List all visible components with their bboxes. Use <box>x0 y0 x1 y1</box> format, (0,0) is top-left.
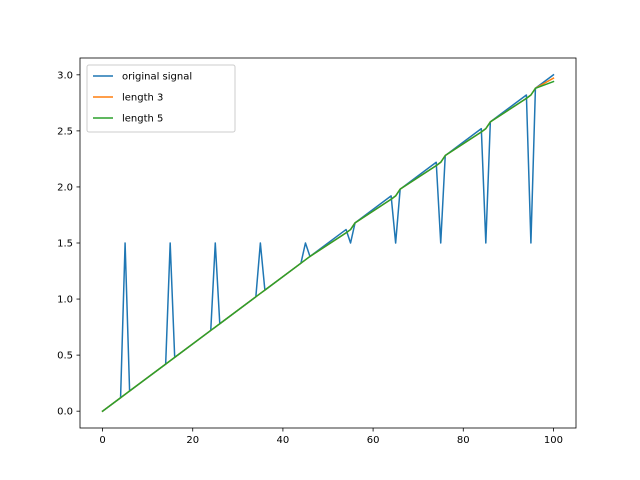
x-axis: 0 20 40 60 80 100 <box>99 428 563 446</box>
legend: original signal length 3 length 5 <box>86 64 236 133</box>
y-tick-label: 0.5 <box>57 351 73 362</box>
legend-label-1: length 3 <box>122 93 163 104</box>
legend-label-2: length 5 <box>122 114 163 125</box>
y-tick-label: 0.0 <box>57 407 73 418</box>
legend-frame <box>86 64 236 133</box>
series-line-0 <box>101 73 555 413</box>
x-tick-label: 40 <box>277 435 290 446</box>
y-tick-label: 2.0 <box>57 182 73 193</box>
y-axis: 0.0 0.5 1.0 1.5 2.0 2.5 3.0 <box>57 70 80 418</box>
x-tick-label: 60 <box>367 435 380 446</box>
plot-lines <box>101 73 555 413</box>
y-tick-label: 2.5 <box>57 126 73 137</box>
x-tick-label: 80 <box>457 435 470 446</box>
y-tick-label: 1.5 <box>57 239 73 250</box>
series-line-2 <box>101 80 555 413</box>
y-tick-label: 1.0 <box>57 295 73 306</box>
x-tick-label: 20 <box>186 435 199 446</box>
y-tick-label: 3.0 <box>57 70 73 81</box>
legend-label-0: original signal <box>122 72 192 83</box>
x-tick-label: 100 <box>544 435 563 446</box>
x-tick-label: 0 <box>99 435 105 446</box>
